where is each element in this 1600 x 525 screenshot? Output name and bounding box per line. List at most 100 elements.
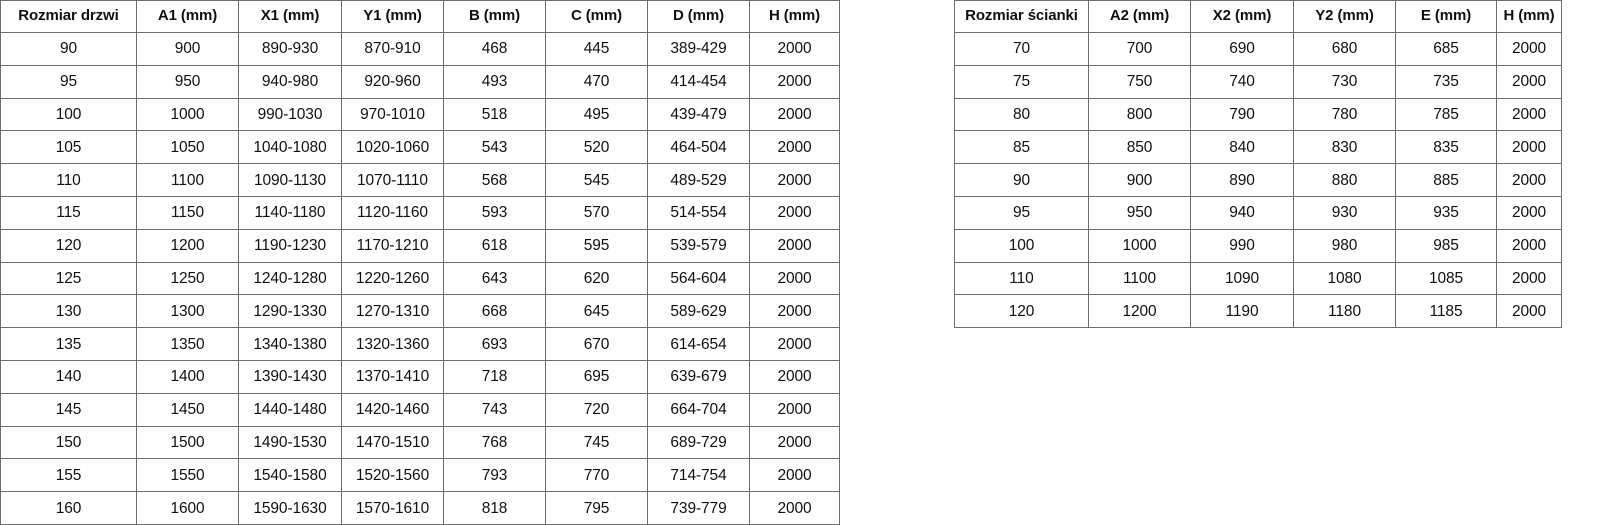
table-row: 135 1350 1340-1380 1320-1360 693 670 614-654 20… <box>0 327 840 361</box>
column-header: X1 (mm) <box>238 0 342 33</box>
table-cell: 564-604 <box>647 261 750 296</box>
column-header: X2 (mm) <box>1190 0 1294 33</box>
table-cell: 593 <box>443 195 546 230</box>
table-row: 80 800 790 780 785 2000 <box>954 97 1562 132</box>
table-cell: 618 <box>443 228 546 263</box>
table-cell: 870-910 <box>341 32 444 66</box>
table-header: Rozmiar ścianki A2 (mm) X2 (mm) Y2 (mm) E (m… <box>954 0 1562 33</box>
table-cell: 890-930 <box>238 32 342 66</box>
table-row: 100 1000 990-1030 970-1010 518 495 439-479 2000 <box>0 97 840 132</box>
door-size-table: Rozmiar drzwi A1 (mm) X1 (mm) Y1 (mm) B (mm)… <box>0 0 840 525</box>
table-cell: 1370-1410 <box>341 359 444 394</box>
table-cell: 980 <box>1293 228 1396 263</box>
table-cell: 1420-1460 <box>341 392 444 427</box>
table-cell: 2000 <box>749 425 840 460</box>
table-cell: 140 <box>0 359 137 394</box>
table-cell: 495 <box>545 97 648 132</box>
spec-tables-page: Rozmiar drzwi A1 (mm) X1 (mm) Y1 (mm) B (mm)… <box>0 0 1562 525</box>
table-cell: 850 <box>1088 130 1191 165</box>
table-cell: 2000 <box>749 458 840 493</box>
table-cell: 520 <box>545 130 648 165</box>
table-cell: 2000 <box>749 163 840 197</box>
table-cell: 470 <box>545 64 648 99</box>
table-cell: 790 <box>1190 97 1294 132</box>
table-cell: 1100 <box>1088 261 1191 296</box>
table-cell: 1250 <box>136 261 239 296</box>
table-cell: 2000 <box>749 130 840 165</box>
table-cell: 1150 <box>136 195 239 230</box>
table-row: 140 1400 1390-1430 1370-1410 718 695 639-679 20… <box>0 359 840 394</box>
table-cell: 105 <box>0 130 137 165</box>
table-row: 75 750 740 730 735 2000 <box>954 64 1562 99</box>
table-cell: 539-579 <box>647 228 750 263</box>
table-cell: 930 <box>1293 195 1396 230</box>
table-cell: 1080 <box>1293 261 1396 296</box>
table-cell: 2000 <box>1496 261 1562 296</box>
table-cell: 690 <box>1190 32 1294 66</box>
table-cell: 95 <box>0 64 137 99</box>
table-cell: 818 <box>443 491 546 525</box>
table-cell: 1450 <box>136 392 239 427</box>
table-cell: 155 <box>0 458 137 493</box>
table-cell: 1085 <box>1395 261 1497 296</box>
table-cell: 680 <box>1293 32 1396 66</box>
table-cell: 130 <box>0 294 137 329</box>
table-body: 90 900 890-930 870-910 468 445 389-429 2000 95 95… <box>0 32 840 525</box>
table-cell: 700 <box>1088 32 1191 66</box>
table-cell: 1270-1310 <box>341 294 444 329</box>
table-body: 70 700 690 680 685 2000 75 750 740 730 735 2000 80 80… <box>954 32 1562 329</box>
table-cell: 830 <box>1293 130 1396 165</box>
table-cell: 1090-1130 <box>238 163 342 197</box>
table-cell: 1350 <box>136 327 239 361</box>
table-cell: 2000 <box>749 294 840 329</box>
table-cell: 745 <box>545 425 648 460</box>
table-cell: 1220-1260 <box>341 261 444 296</box>
table-cell: 750 <box>1088 64 1191 99</box>
table-row: 95 950 940-980 920-960 493 470 414-454 2000 <box>0 64 840 99</box>
column-header: B (mm) <box>443 0 546 33</box>
table-cell: 950 <box>136 64 239 99</box>
table-cell: 2000 <box>749 195 840 230</box>
table-cell: 2000 <box>749 359 840 394</box>
table-cell: 2000 <box>1496 294 1562 329</box>
table-cell: 1290-1330 <box>238 294 342 329</box>
table-row: 70 700 690 680 685 2000 <box>954 32 1562 66</box>
table-cell: 2000 <box>1496 64 1562 99</box>
table-row: 105 1050 1040-1080 1020-1060 543 520 464-504 20… <box>0 130 840 165</box>
table-cell: 990-1030 <box>238 97 342 132</box>
table-cell: 150 <box>0 425 137 460</box>
table-cell: 1000 <box>1088 228 1191 263</box>
table-cell: 2000 <box>749 327 840 361</box>
column-header: Rozmiar ścianki <box>954 0 1089 33</box>
table-cell: 639-679 <box>647 359 750 394</box>
table-cell: 100 <box>954 228 1089 263</box>
table-cell: 1540-1580 <box>238 458 342 493</box>
table-cell: 1190 <box>1190 294 1294 329</box>
table-cell: 1070-1110 <box>341 163 444 197</box>
table-cell: 160 <box>0 491 137 525</box>
table-cell: 685 <box>1395 32 1497 66</box>
table-cell: 1190-1230 <box>238 228 342 263</box>
table-cell: 464-504 <box>647 130 750 165</box>
table-cell: 800 <box>1088 97 1191 132</box>
table-cell: 543 <box>443 130 546 165</box>
table-cell: 768 <box>443 425 546 460</box>
table-cell: 614-654 <box>647 327 750 361</box>
table-cell: 1090 <box>1190 261 1294 296</box>
table-cell: 1200 <box>136 228 239 263</box>
table-row: 130 1300 1290-1330 1270-1310 668 645 589-629 20… <box>0 294 840 329</box>
wall-size-table: Rozmiar ścianki A2 (mm) X2 (mm) Y2 (mm) E (m… <box>954 0 1562 329</box>
table-cell: 693 <box>443 327 546 361</box>
table-row: 100 1000 990 980 985 2000 <box>954 228 1562 263</box>
table-cell: 120 <box>954 294 1089 329</box>
table-cell: 389-429 <box>647 32 750 66</box>
table-cell: 840 <box>1190 130 1294 165</box>
table-cell: 1020-1060 <box>341 130 444 165</box>
table-cell: 785 <box>1395 97 1497 132</box>
table-cell: 885 <box>1395 163 1497 197</box>
table-cell: 780 <box>1293 97 1396 132</box>
column-header: C (mm) <box>545 0 648 33</box>
table-cell: 2000 <box>749 32 840 66</box>
table-cell: 1490-1530 <box>238 425 342 460</box>
table-cell: 770 <box>545 458 648 493</box>
